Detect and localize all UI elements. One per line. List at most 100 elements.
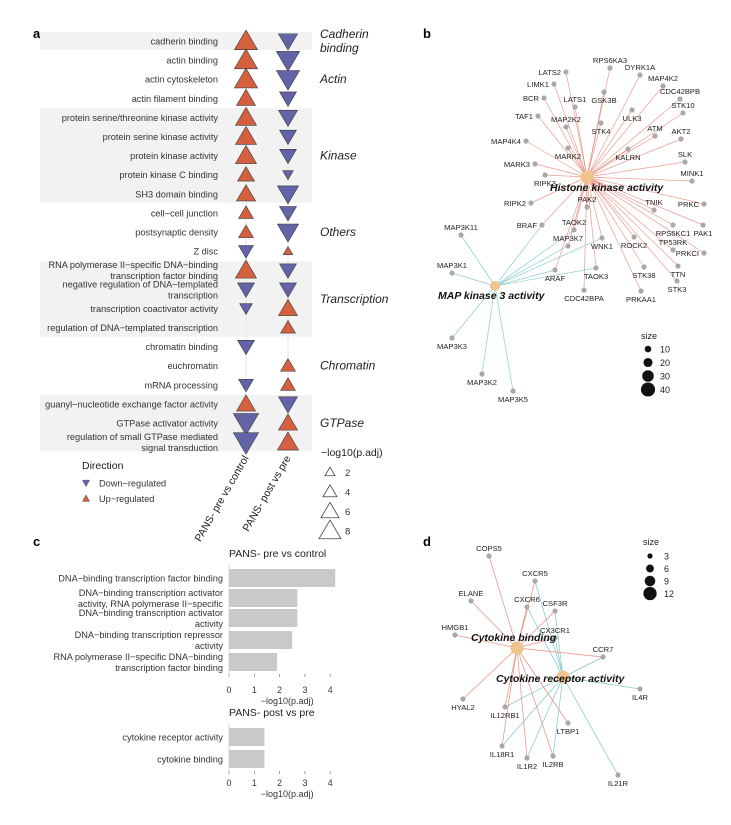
edge-map-kinase: [494, 285, 514, 392]
gene-label: TP53RK: [659, 238, 688, 247]
term-label: Z disc: [193, 247, 218, 257]
gene-node: [701, 250, 707, 256]
gene-node: [449, 335, 455, 341]
panel-label-c: c: [33, 534, 40, 549]
gene-label: COPS5: [476, 544, 502, 553]
edge-cytokine-binding: [516, 647, 554, 757]
gene-label: WNK1: [591, 242, 613, 251]
gene-label: LTBP1: [557, 727, 580, 736]
edge-map-kinase: [451, 285, 496, 339]
size-legend-circle: [644, 345, 652, 353]
up-triangle-point: [282, 245, 294, 255]
group-label: Others: [320, 225, 356, 239]
term-label: guanyl−nucleotide exchange factor activi…: [45, 399, 218, 409]
direction-legend-label: Up−regulated: [99, 494, 154, 504]
column-label: PANS- post vs pre: [240, 453, 293, 533]
gene-label: CX3CR1: [540, 626, 570, 635]
gene-label: KALRN: [615, 153, 640, 162]
up-triangle-point: [234, 144, 258, 164]
gene-label: CXCR6: [514, 595, 540, 604]
term-label: actin filament binding: [132, 94, 218, 104]
size-legend-circle: [644, 575, 656, 587]
edge-map-kinase: [494, 229, 575, 287]
gene-label: RPS6KA3: [593, 56, 627, 65]
gene-node: [532, 161, 538, 167]
panel-label-b: b: [423, 26, 431, 41]
edge-histone: [586, 176, 674, 251]
gene-label: MAP4K4: [491, 137, 521, 146]
size-legend-label: 6: [664, 564, 669, 574]
gene-label: HYAL2: [451, 703, 475, 712]
down-triangle-point: [276, 223, 300, 243]
gene-node: [677, 96, 683, 102]
x-tick-label: 3: [302, 778, 307, 788]
gene-node: [600, 654, 606, 660]
edge-cytokine-binding: [516, 637, 556, 649]
gene-node: [637, 686, 643, 692]
gene-node: [510, 388, 516, 394]
x-axis-label: −log10(p.adj): [261, 696, 314, 706]
size-legend-title: −log10(p.adj): [321, 447, 383, 459]
group-label: Cadherin: [320, 27, 369, 41]
down-triangle-point: [282, 170, 294, 181]
edge-map-kinase: [481, 285, 496, 375]
gene-node: [629, 107, 635, 113]
x-tick-label: 0: [227, 778, 232, 788]
term-label: RNA polymerase II−specific DNA−binding: [48, 260, 218, 270]
up-triangle-point: [280, 358, 296, 372]
group-label: Kinase: [320, 149, 357, 163]
edge-cytokine-receptor: [554, 610, 564, 678]
gene-node: [598, 120, 604, 126]
gene-node: [460, 696, 466, 702]
gene-label: PRKAA1: [626, 295, 656, 304]
edge-map-kinase: [494, 237, 603, 287]
term-label: negative regulation of DNA−templated: [62, 279, 218, 289]
gene-node: [637, 72, 643, 78]
gene-label: PRKCI: [676, 249, 699, 258]
term-label: protein kinase C binding: [119, 170, 218, 180]
gene-label: AKT2: [672, 127, 691, 136]
gene-label: DYRK1A: [625, 63, 656, 72]
edge-cytokine-binding: [470, 600, 518, 649]
gene-label: PAK1: [694, 229, 713, 238]
hub-node: [510, 641, 524, 655]
size-legend-circle: [647, 553, 653, 559]
gene-label: RIPK2: [504, 199, 526, 208]
edge-cytokine-binding: [501, 647, 518, 747]
edge-histone: [586, 176, 704, 226]
term-label: SH3 domain binding: [135, 189, 218, 199]
gene-label: CDC42BPA: [564, 294, 604, 303]
up-triangle-point: [233, 67, 259, 89]
hub-node: [556, 670, 570, 684]
hub-node: [580, 170, 594, 184]
size-legend-circle: [643, 357, 653, 368]
gene-node: [682, 159, 688, 165]
down-triangle-point: [275, 70, 301, 91]
up-triangle-point: [280, 377, 296, 391]
gene-node: [701, 201, 707, 207]
up-triangle-point: [237, 166, 255, 182]
edge-cytokine-binding: [504, 647, 518, 708]
up-triangle-point: [277, 298, 299, 316]
gene-label: SLK: [678, 150, 692, 159]
down-triangle-point: [239, 303, 253, 316]
edge-histone: [586, 176, 674, 226]
edge-histone: [586, 122, 602, 178]
bar-category-label: RNA polymerase II−specific DNA−binding: [53, 652, 223, 662]
edge-cytokine-binding: [516, 647, 528, 759]
down-triangle-point: [279, 148, 297, 165]
edge-cytokine-binding: [454, 634, 518, 649]
edge-histone: [583, 176, 588, 291]
hub-label: Histone kinase activity: [550, 182, 664, 194]
up-triangle-point: [238, 224, 254, 238]
edge-histone: [534, 163, 588, 178]
bar-category-label: DNA−binding transcription repressor: [75, 630, 223, 640]
gene-label: STK4: [592, 127, 611, 136]
edge-map-kinase: [451, 272, 496, 287]
term-label: mRNA processing: [144, 380, 218, 390]
edge-histone: [554, 176, 588, 271]
gene-label: CDC42BPB: [660, 87, 700, 96]
gene-node: [486, 553, 492, 559]
gene-node: [565, 720, 571, 726]
